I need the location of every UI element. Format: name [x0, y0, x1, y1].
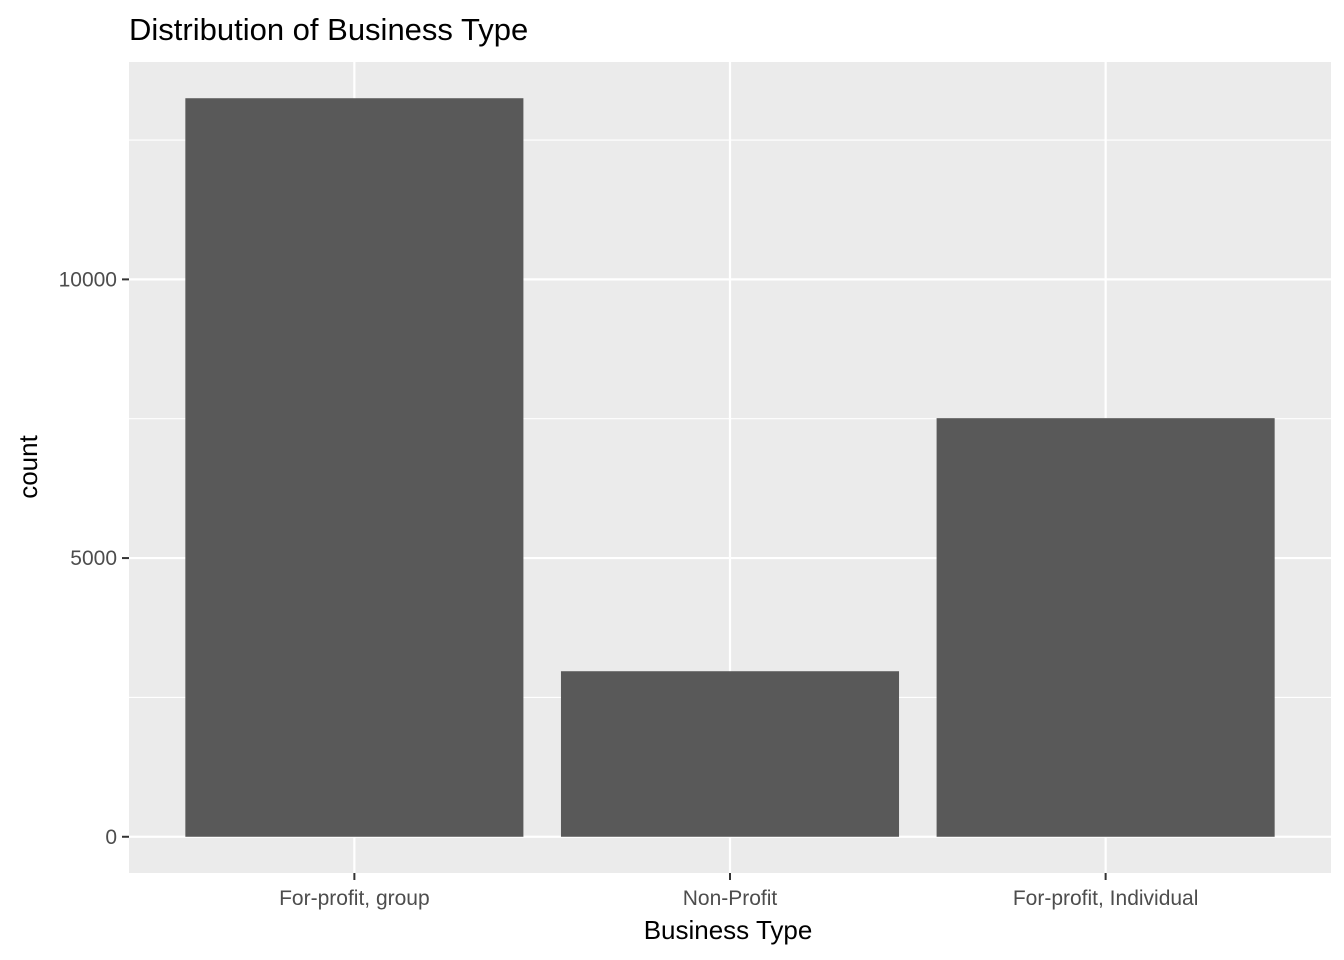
bars-group	[185, 98, 1275, 837]
y-axis: 0 5000 10000	[59, 268, 129, 849]
x-tick-label: For-profit, Individual	[1013, 887, 1199, 910]
bar	[185, 98, 524, 837]
x-axis: For-profit, group Non-Profit For-profit, I…	[279, 873, 1198, 910]
bar	[560, 671, 900, 837]
chart-title: Distribution of Business Type	[129, 12, 528, 47]
y-tick-label: 5000	[70, 547, 117, 570]
y-axis-title: count	[13, 434, 43, 498]
x-tick-label: Non-Profit	[683, 887, 778, 910]
x-axis-title: Business Type	[644, 915, 813, 945]
x-tick-label: For-profit, group	[279, 887, 430, 910]
bar	[936, 418, 1275, 837]
y-tick-label: 10000	[59, 268, 117, 291]
y-tick-label: 0	[105, 826, 117, 849]
